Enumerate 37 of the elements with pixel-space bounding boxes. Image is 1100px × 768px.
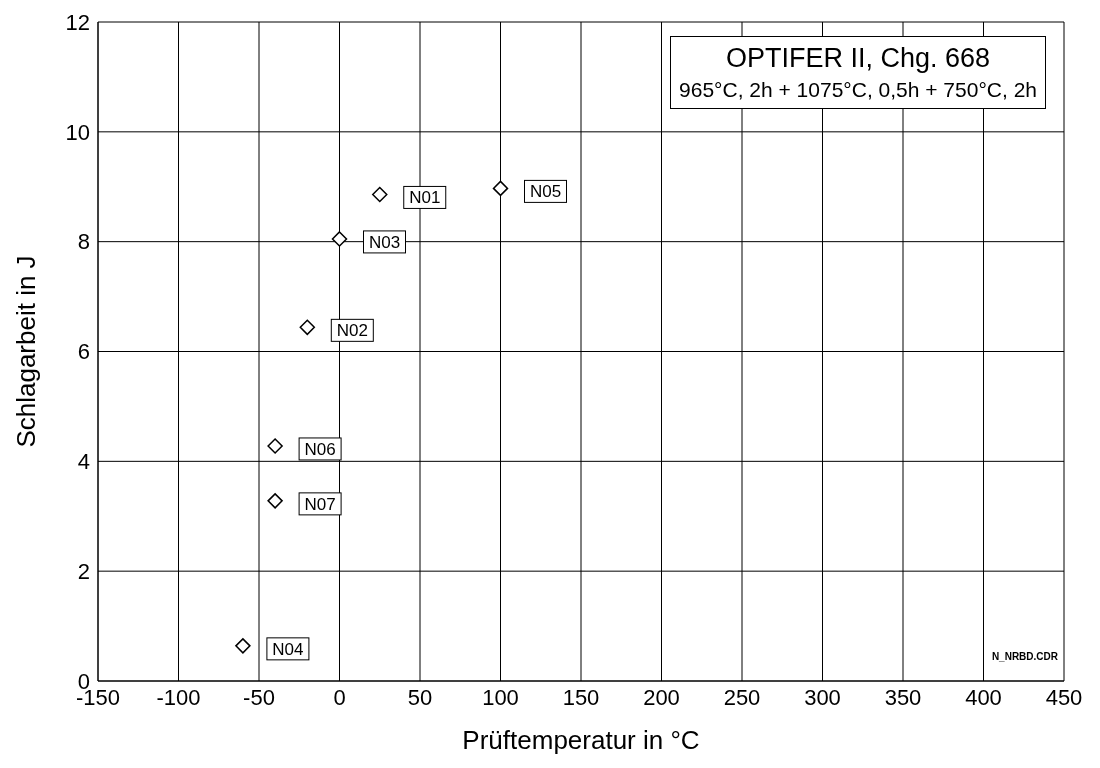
- x-tick-label: -100: [156, 684, 201, 710]
- x-tick-label: 0: [333, 684, 346, 710]
- y-tick-label: 8: [77, 229, 90, 255]
- y-tick-label: 10: [65, 119, 90, 145]
- x-tick-label: 350: [884, 684, 922, 710]
- x-tick-label: 250: [723, 684, 761, 710]
- annotation: N04: [272, 639, 304, 659]
- point: [331, 231, 348, 247]
- y-tick-label: 12: [65, 9, 90, 35]
- annotation: N_NRBD.CDR: [991, 651, 1058, 662]
- text: 965°C, 2h + 1075°C, 0,5h + 750°C, 2h: [679, 78, 1037, 102]
- x-tick-label: 450: [1045, 684, 1083, 710]
- annotation: N02: [336, 321, 368, 341]
- annotation: N03: [368, 232, 401, 252]
- point: [299, 319, 316, 336]
- x-tick-label: 200: [643, 684, 680, 710]
- y-axis-title: Schlagarbeit in J: [11, 255, 42, 448]
- y-tick-label: 2: [77, 558, 90, 584]
- y-tick-label: 4: [77, 449, 90, 475]
- annotation: N07: [304, 494, 336, 514]
- point: [492, 180, 509, 197]
- annotation: N06: [304, 439, 336, 459]
- y-tick-label: 6: [77, 339, 90, 365]
- point: [235, 638, 251, 654]
- x-tick-label: 50: [407, 684, 433, 710]
- x-tick-label: 400: [965, 684, 1002, 710]
- x-tick-label: 300: [804, 684, 841, 710]
- x-tick-label: 150: [562, 684, 600, 710]
- x-tick-label: -50: [243, 684, 275, 710]
- annotation: N05: [529, 182, 562, 202]
- point: [267, 493, 283, 509]
- annotation: N01: [409, 188, 441, 208]
- x-axis-title: Prüftemperatur in °C: [462, 725, 700, 755]
- point: [372, 186, 388, 203]
- text: OPTIFER II, Chg. 668: [724, 43, 992, 74]
- x-tick-label: 100: [482, 684, 519, 710]
- point: [267, 438, 283, 454]
